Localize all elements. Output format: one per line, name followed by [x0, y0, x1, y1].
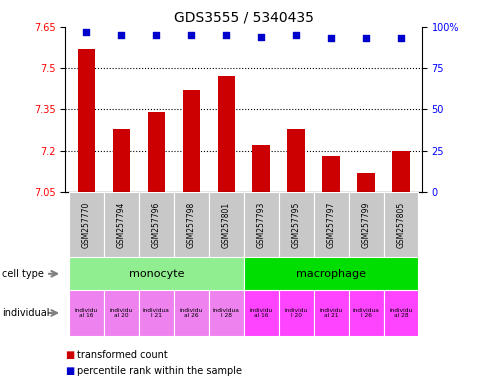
Bar [383, 192, 418, 257]
Point [257, 34, 265, 40]
Text: individu
l 20: individu l 20 [284, 308, 307, 318]
Text: GSM257797: GSM257797 [326, 202, 335, 248]
Bar [208, 290, 243, 336]
Bar [104, 290, 138, 336]
Text: individu
al 26: individu al 26 [179, 308, 202, 318]
Point [82, 29, 90, 35]
Text: cell type: cell type [2, 269, 44, 279]
Text: GSM257793: GSM257793 [256, 202, 265, 248]
Bar [348, 290, 383, 336]
Bar [278, 192, 313, 257]
Bar [313, 290, 348, 336]
Text: ■: ■ [65, 350, 75, 360]
Bar [173, 290, 208, 336]
Bar [77, 49, 95, 192]
Text: individu
al 16: individu al 16 [75, 308, 98, 318]
Text: GSM257801: GSM257801 [221, 202, 230, 248]
Text: individu
al 21: individu al 21 [319, 308, 342, 318]
Bar [138, 290, 173, 336]
Point [187, 32, 195, 38]
Point [396, 35, 404, 41]
Bar [104, 192, 138, 257]
Bar [243, 290, 278, 336]
Bar [313, 192, 348, 257]
Point [152, 32, 160, 38]
Text: GSM257770: GSM257770 [82, 202, 91, 248]
Text: individu
al 28: individu al 28 [389, 308, 412, 318]
Text: individual: individual [2, 308, 50, 318]
Bar [287, 129, 304, 192]
Point [117, 32, 125, 38]
Text: individua
l 21: individua l 21 [143, 308, 169, 318]
Bar [112, 129, 130, 192]
Text: macrophage: macrophage [295, 268, 365, 279]
Bar [182, 90, 199, 192]
Text: monocyte: monocyte [128, 268, 184, 279]
Bar [392, 151, 409, 192]
Bar [147, 112, 165, 192]
Bar [243, 192, 278, 257]
Text: ■: ■ [65, 366, 75, 376]
Bar [217, 76, 234, 192]
Point [327, 35, 334, 41]
Bar [173, 192, 208, 257]
Bar [243, 257, 418, 290]
Point [222, 32, 229, 38]
Text: GSM257805: GSM257805 [395, 202, 405, 248]
Bar [69, 192, 104, 257]
Title: GDS3555 / 5340435: GDS3555 / 5340435 [173, 10, 313, 24]
Text: individu
al 16: individu al 16 [249, 308, 272, 318]
Bar [278, 290, 313, 336]
Bar [69, 257, 243, 290]
Text: GSM257794: GSM257794 [117, 202, 126, 248]
Point [362, 35, 369, 41]
Text: transformed count: transformed count [76, 350, 167, 360]
Bar [322, 156, 339, 192]
Bar [252, 145, 270, 192]
Text: GSM257799: GSM257799 [361, 202, 370, 248]
Text: individua
l 26: individua l 26 [352, 308, 378, 318]
Text: individu
al 20: individu al 20 [109, 308, 133, 318]
Text: individua
l 28: individua l 28 [212, 308, 239, 318]
Bar [208, 192, 243, 257]
Point [292, 32, 300, 38]
Bar [348, 192, 383, 257]
Text: GSM257796: GSM257796 [151, 202, 161, 248]
Text: GSM257798: GSM257798 [186, 202, 196, 248]
Bar [357, 173, 374, 192]
Bar [69, 290, 104, 336]
Text: GSM257795: GSM257795 [291, 202, 300, 248]
Bar [383, 290, 418, 336]
Bar [138, 192, 173, 257]
Text: percentile rank within the sample: percentile rank within the sample [76, 366, 241, 376]
